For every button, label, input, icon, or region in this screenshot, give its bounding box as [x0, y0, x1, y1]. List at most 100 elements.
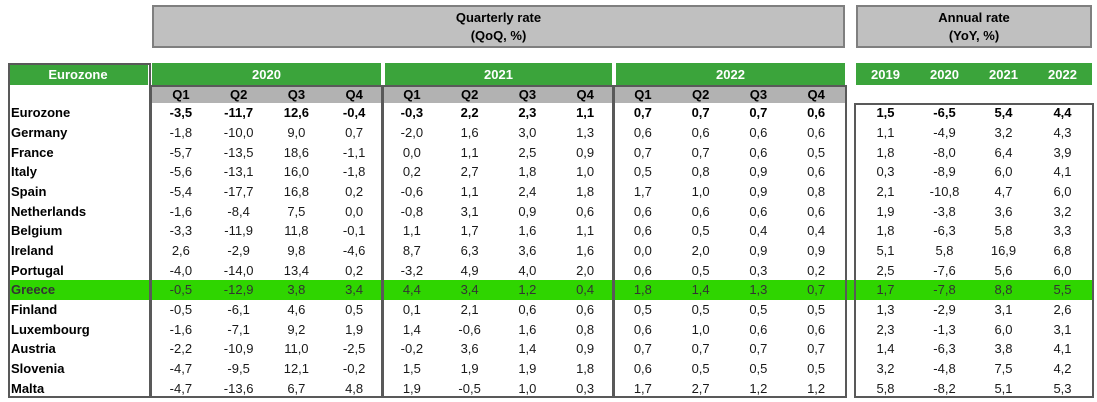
- quarterly-value: 11,0: [284, 341, 309, 357]
- quarterly-value: 2,7: [691, 380, 710, 396]
- quarterly-value: -5,7: [169, 144, 193, 160]
- quarterly-value: 4,4: [402, 282, 421, 298]
- country-name: Italy: [11, 164, 38, 180]
- quarterly-value: 0,5: [691, 262, 710, 278]
- annual-values-row: 1,3 -2,9 3,1 2,6: [856, 300, 1092, 320]
- annual-rate-subtitle: (YoY, %): [948, 27, 1000, 43]
- quarterly-value: 8,7: [402, 242, 421, 258]
- annual-values-row: 1,8 -8,0 6,4 3,9: [856, 142, 1092, 162]
- annual-value: 5,5: [1053, 282, 1072, 298]
- quarterly-value: 3,6: [518, 242, 537, 258]
- quarterly-value: 0,6: [749, 203, 768, 219]
- quarterly-value: 0,6: [633, 262, 652, 278]
- quarterly-value: -12,9: [223, 282, 254, 298]
- quarterly-value: 0,6: [691, 124, 710, 140]
- quarterly-value: 0,7: [633, 341, 652, 357]
- quarterly-value: 0,6: [576, 203, 595, 219]
- quarterly-value: 7,5: [287, 203, 306, 219]
- quarterly-value: 0,9: [518, 203, 537, 219]
- quarterly-value: 0,6: [633, 223, 652, 239]
- quarterly-value: 0,3: [749, 262, 768, 278]
- annual-value: -2,9: [933, 301, 956, 317]
- quarterly-value: 1,8: [633, 282, 652, 298]
- quarterly-rate-title: Quarterly rate: [455, 9, 542, 25]
- quarterly-value: 1,0: [518, 380, 537, 396]
- quarterly-values-row: -2,2 -10,9 11,0 -2,5 -0,2 3,6 1,4 0,9 0,7 0,7 0,7 0…: [152, 339, 845, 359]
- annual-value: -3,8: [933, 203, 956, 219]
- quarterly-value: -14,0: [223, 262, 254, 278]
- quarterly-value: -3,5: [169, 105, 193, 121]
- quarterly-value: 4,9: [460, 262, 479, 278]
- annual-value: 3,1: [1053, 321, 1072, 337]
- quarterly-value: 0,6: [749, 144, 768, 160]
- annual-value: 0,3: [876, 164, 895, 180]
- quarterly-value: 0,5: [691, 301, 710, 317]
- quarterly-value: 0,5: [691, 360, 710, 376]
- annual-values-row: 1,8 -6,3 5,8 3,3: [856, 221, 1092, 241]
- country-name: Portugal: [11, 262, 64, 278]
- year-band-2022: 2022: [616, 63, 845, 85]
- annual-value: -6,3: [933, 223, 956, 239]
- quarterly-value: -13,5: [223, 144, 254, 160]
- annual-value: 5,4: [994, 105, 1013, 121]
- annual-value: 5,8: [935, 242, 954, 258]
- quarterly-values-row: -5,6 -13,1 16,0 -1,8 0,2 2,7 1,8 1,0 0,5 0,8 0,9 0,…: [152, 162, 845, 182]
- quarterly-value: 0,5: [633, 301, 652, 317]
- annual-value: 4,4: [1053, 105, 1072, 121]
- annual-value: -7,8: [933, 282, 956, 298]
- quarterly-value: 0,0: [402, 144, 421, 160]
- quarterly-value: -1,6: [169, 203, 193, 219]
- quarterly-value: 2,5: [518, 144, 537, 160]
- quarterly-value: 1,0: [691, 183, 710, 199]
- quarterly-value: 0,2: [345, 183, 364, 199]
- quarterly-value: 0,2: [402, 164, 421, 180]
- quarterly-value: 0,7: [749, 105, 768, 121]
- annual-value: 3,3: [1053, 223, 1072, 239]
- annual-values-row: 0,3 -8,9 6,0 4,1: [856, 162, 1092, 182]
- annual-value: 1,3: [876, 301, 895, 317]
- rates-table-grid: Eurozone 2020 2021 2022 2019 2020 2021 2022 Q1 Q…: [8, 63, 1094, 398]
- quarterly-value: -1,8: [169, 124, 193, 140]
- quarterly-value: 2,1: [460, 301, 479, 317]
- quarterly-values-row: 2,6 -2,9 9,8 -4,6 8,7 6,3 3,6 1,6 0,0 2,0 0,9 0,9: [152, 241, 845, 261]
- country-name: Ireland: [11, 242, 54, 258]
- quarterly-value: 2,0: [576, 262, 595, 278]
- annual-values-row: 1,4 -6,3 3,8 4,1: [856, 339, 1092, 359]
- quarterly-value: 2,3: [518, 105, 537, 121]
- quarterly-value: 0,9: [749, 242, 768, 258]
- quarterly-value: 1,9: [345, 321, 364, 337]
- country-name: Spain: [11, 183, 47, 199]
- quarterly-value: -0,4: [342, 105, 366, 121]
- annual-value: -1,3: [933, 321, 956, 337]
- quarterly-value: 0,6: [807, 105, 826, 121]
- quarterly-value: -0,6: [458, 321, 481, 337]
- quarterly-value: -4,6: [342, 242, 366, 258]
- annual-value: 8,8: [994, 282, 1013, 298]
- quarterly-value: 13,4: [283, 262, 310, 278]
- quarterly-value: -0,8: [400, 203, 424, 219]
- quarterly-value: 1,8: [576, 183, 595, 199]
- quarterly-value: 9,2: [287, 321, 306, 337]
- annual-value: 6,0: [994, 164, 1013, 180]
- quarterly-value: 16,0: [283, 164, 310, 180]
- quarterly-value: -11,7: [224, 105, 254, 121]
- quarterly-value: -1,8: [342, 164, 366, 180]
- quarterly-values-row: -0,5 -6,1 4,6 0,5 0,1 2,1 0,6 0,6 0,5 0,5 0,5 0,5: [152, 300, 845, 320]
- quarterly-value: -13,6: [223, 380, 254, 396]
- country-name: Eurozone: [11, 105, 71, 121]
- quarterly-value: 1,8: [518, 164, 537, 180]
- quarter-label: Q2: [229, 87, 248, 102]
- quarterly-value: 11,8: [284, 223, 309, 239]
- annual-value: 4,2: [1053, 360, 1072, 376]
- quarter-header-row: Q1 Q2 Q3 Q4 Q1 Q2 Q3 Q4 Q1 Q2 Q3 Q4: [152, 86, 845, 103]
- quarterly-value: 1,5: [402, 360, 421, 376]
- quarterly-value: 3,4: [345, 282, 364, 298]
- annual-value: -4,8: [933, 360, 956, 376]
- annual-value: 1,7: [876, 282, 895, 298]
- quarterly-value: 3,8: [287, 282, 306, 298]
- annual-value: 1,9: [876, 203, 895, 219]
- quarterly-value: 1,1: [460, 183, 479, 199]
- quarterly-value: -0,2: [342, 360, 366, 376]
- quarterly-value: -11,9: [224, 223, 253, 239]
- quarterly-value: 1,1: [576, 105, 595, 121]
